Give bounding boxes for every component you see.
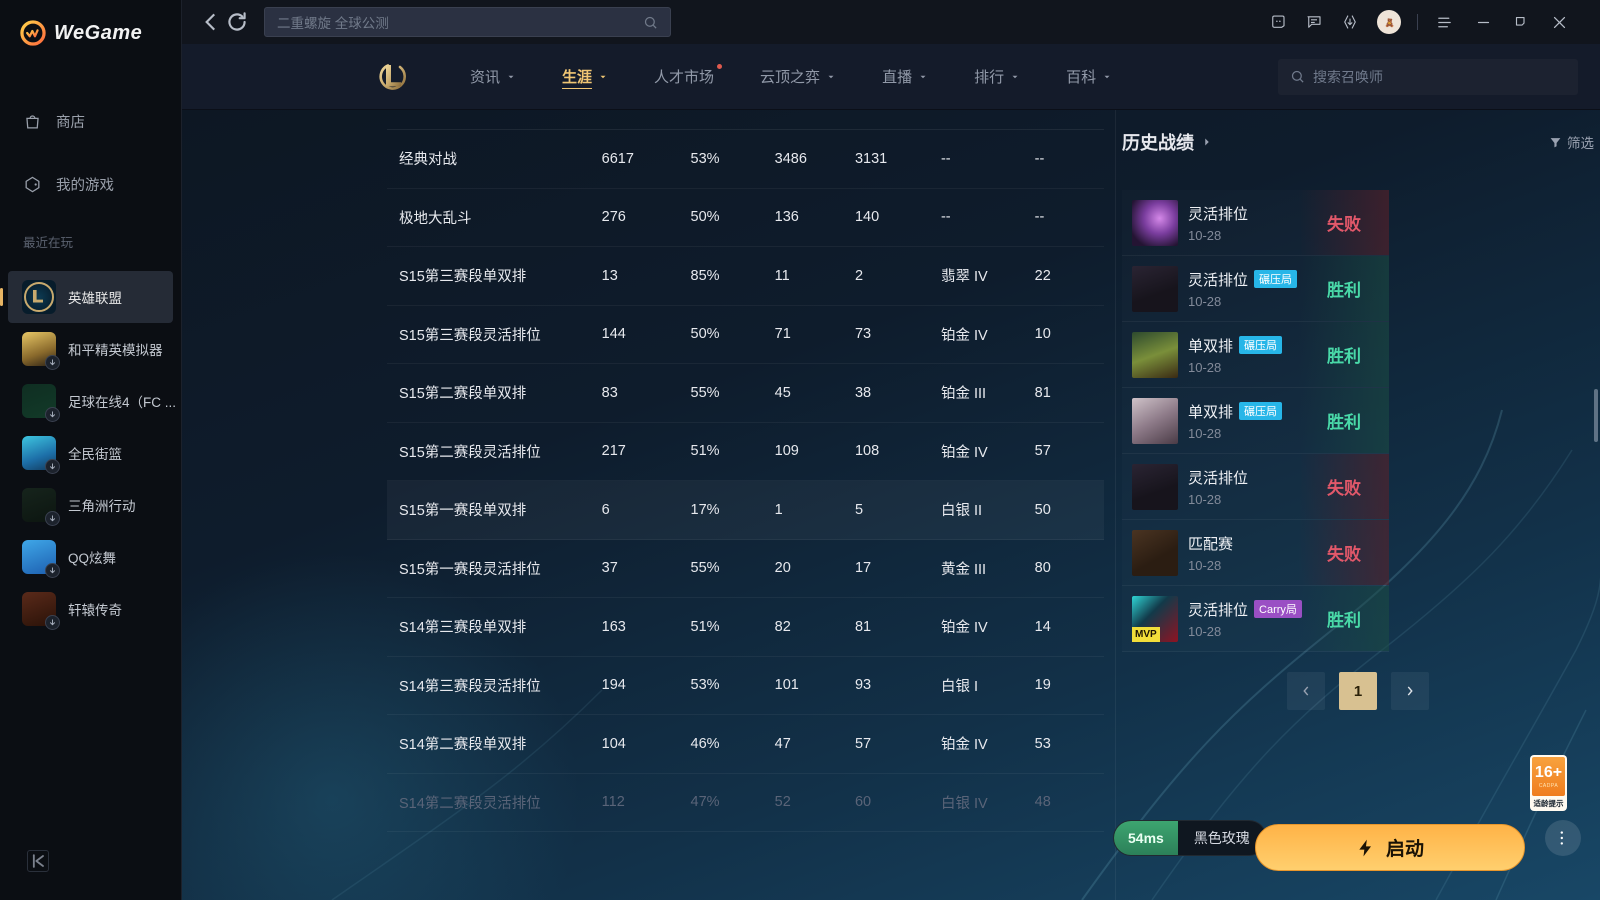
svg-text:🧸: 🧸 [1384, 17, 1394, 28]
